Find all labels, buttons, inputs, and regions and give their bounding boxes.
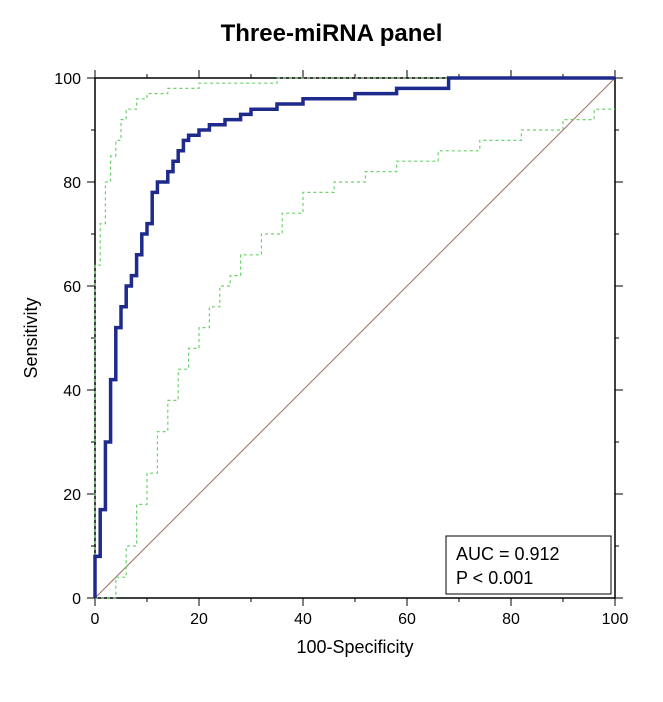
x-tick-label: 100: [602, 611, 629, 628]
chart-title: Three-miRNA panel: [0, 20, 663, 48]
pvalue-text: P < 0.001: [456, 568, 533, 588]
x-tick-label: 40: [294, 611, 312, 628]
x-tick-label: 0: [91, 611, 100, 628]
y-axis-label: Sensitivity: [21, 297, 41, 378]
x-tick-label: 80: [502, 611, 520, 628]
x-tick-label: 20: [190, 611, 208, 628]
roc-chart-container: Three-miRNA panel 0 20 40 60 80 100 0 20 40 60 80 1…: [0, 0, 663, 702]
y-tick-label: 40: [63, 383, 81, 400]
y-tick-label: 20: [63, 487, 81, 504]
y-tick-label: 80: [63, 175, 81, 192]
y-tick-label: 0: [72, 591, 81, 608]
auc-text: AUC = 0.912: [456, 544, 560, 564]
y-tick-label: 60: [63, 279, 81, 296]
y-tick-label: 100: [54, 71, 81, 88]
x-axis-label: 100-Specificity: [296, 637, 413, 657]
roc-chart-svg: 0 20 40 60 80 100 0 20 40 60 80 100 100-Specificity S…: [0, 0, 663, 702]
x-tick-label: 60: [398, 611, 416, 628]
